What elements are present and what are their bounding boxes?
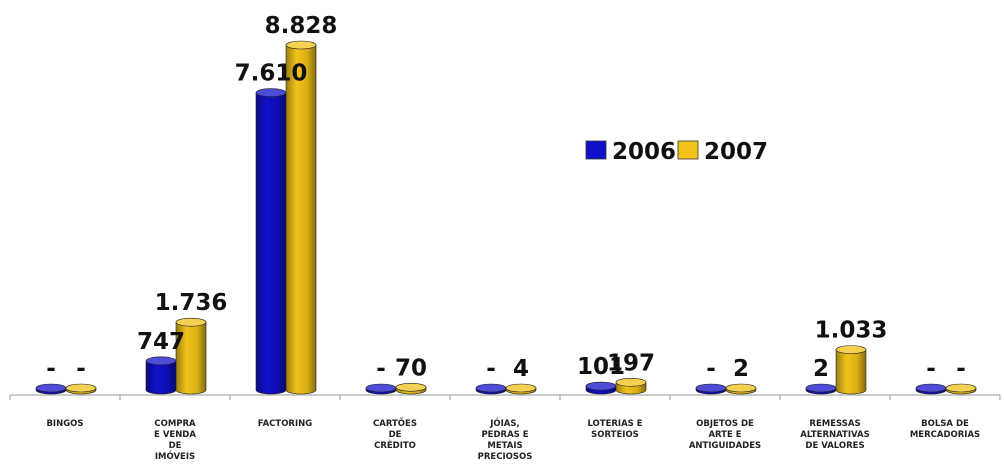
- category-label-1: COMPRA E VENDA DE IMÓVEIS: [154, 419, 196, 462]
- value-label-2007-8: -: [956, 356, 966, 382]
- bar-2007-0: [65, 383, 97, 395]
- bar-2006-7: [805, 383, 837, 395]
- bar-2006-0: [35, 383, 67, 395]
- bar-2007-5: [615, 378, 647, 395]
- value-label-2006-2: 7.610: [235, 61, 308, 87]
- bar-2007-4: [505, 383, 537, 395]
- value-label-2006-3: -: [376, 356, 386, 382]
- bar-2007-1: [175, 317, 207, 395]
- value-label-2006-8: -: [926, 356, 936, 382]
- category-label-0: BINGOS: [46, 419, 83, 429]
- value-label-2007-0: -: [76, 356, 86, 382]
- legend-swatch-2007: [677, 140, 699, 160]
- bar-2006-3: [365, 383, 397, 395]
- category-label-3: CARTÕES DE CRÉDITO: [373, 417, 417, 451]
- bar-2006-8: [915, 383, 947, 395]
- bar-2006-4: [475, 383, 507, 395]
- category-label-5: LOTERIAS E SORTEIOS: [587, 419, 642, 440]
- legend-label-2006: 2006: [612, 139, 676, 165]
- value-label-2006-1: 747: [137, 329, 185, 355]
- value-label-2007-1: 1.736: [155, 290, 228, 316]
- bar-2006-2: [255, 88, 287, 395]
- value-label-2006-4: -: [486, 356, 496, 382]
- value-label-2007-3: 70: [395, 355, 427, 381]
- value-label-2006-6: -: [706, 356, 716, 382]
- bar-2007-8: [945, 383, 977, 395]
- bar-2006-6: [695, 383, 727, 395]
- value-label-2006-5: 101: [577, 354, 625, 380]
- value-label-2006-7: 2: [813, 356, 829, 382]
- category-label-8: BOLSA DE MERCADORIAS: [910, 419, 980, 440]
- bar-2007-3: [395, 382, 427, 395]
- value-label-2007-4: 4: [513, 356, 529, 382]
- value-label-2007-2: 8.828: [265, 13, 338, 39]
- legend-label-2007: 2007: [704, 139, 768, 165]
- category-label-4: JÓIAS, PEDRAS E METAIS PRECIOSOS: [478, 417, 533, 462]
- bar-2007-6: [725, 383, 757, 395]
- value-label-2007-5: 197: [607, 350, 655, 376]
- bar-2006-5: [585, 381, 617, 395]
- category-label-2: FACTORING: [258, 419, 312, 429]
- bar-2006-1: [145, 356, 177, 395]
- bar-2007-2: [285, 40, 317, 395]
- value-label-2007-6: 2: [733, 356, 749, 382]
- legend-swatch-2006: [585, 140, 607, 160]
- value-label-2006-0: -: [46, 356, 56, 382]
- category-label-7: REMESSAS ALTERNATIVAS DE VALORES: [800, 419, 869, 451]
- value-label-2007-7: 1.033: [815, 318, 888, 344]
- category-label-6: OBJETOS DE ARTE E ANTIGUIDADES: [689, 419, 761, 451]
- bar-2007-7: [835, 345, 867, 395]
